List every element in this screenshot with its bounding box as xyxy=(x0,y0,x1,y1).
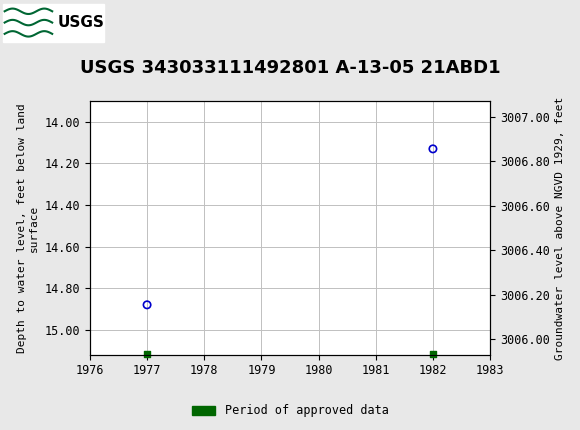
Y-axis label: Depth to water level, feet below land
surface: Depth to water level, feet below land su… xyxy=(17,103,39,353)
Text: USGS: USGS xyxy=(58,15,105,30)
Point xyxy=(428,350,437,357)
Legend: Period of approved data: Period of approved data xyxy=(187,399,393,422)
Point xyxy=(143,350,152,357)
Y-axis label: Groundwater level above NGVD 1929, feet: Groundwater level above NGVD 1929, feet xyxy=(555,96,566,359)
Point xyxy=(428,145,437,152)
Bar xyxy=(3,3,104,42)
Point xyxy=(143,301,152,308)
Text: USGS 343033111492801 A-13-05 21ABD1: USGS 343033111492801 A-13-05 21ABD1 xyxy=(79,59,501,77)
